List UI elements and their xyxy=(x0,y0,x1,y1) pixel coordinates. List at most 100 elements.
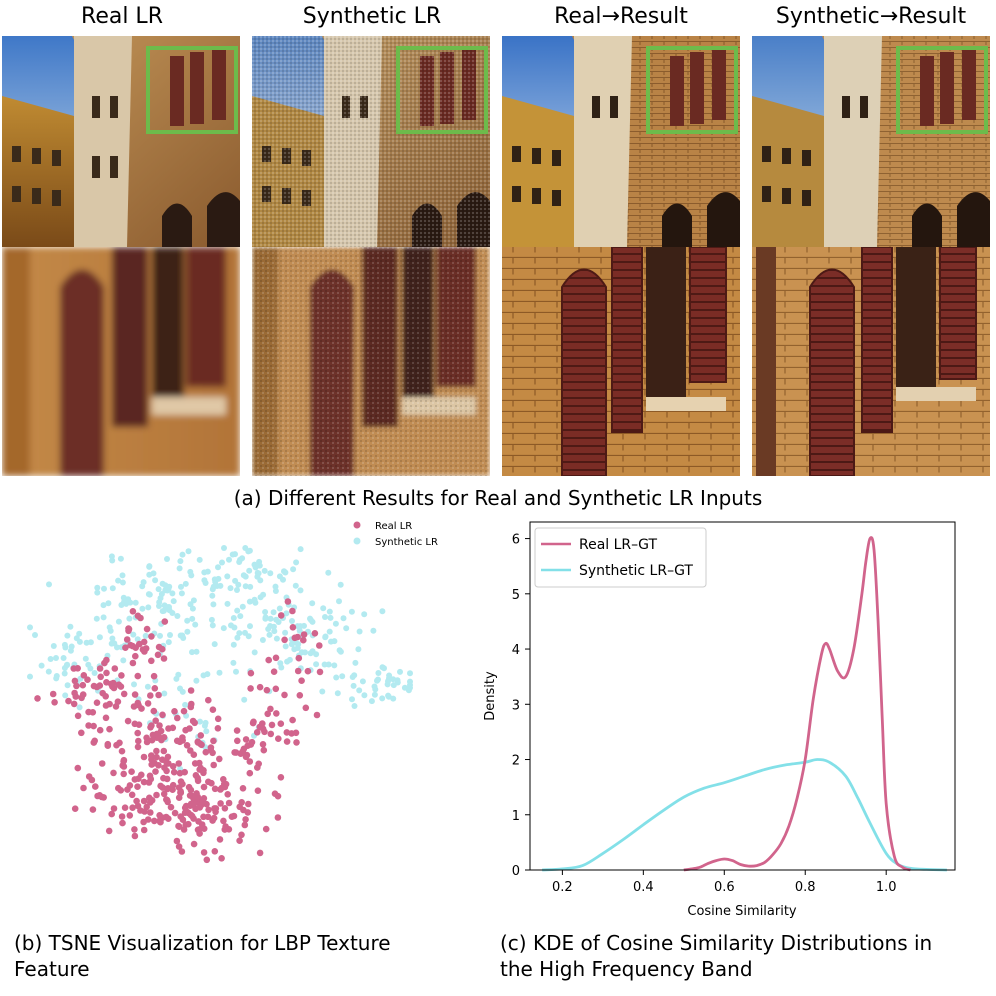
scatter-point xyxy=(202,580,209,586)
scatter-point xyxy=(210,737,217,745)
scatter-point xyxy=(210,761,217,769)
scatter-point xyxy=(196,830,203,837)
scatter-point xyxy=(136,640,143,648)
scatter-point xyxy=(282,569,289,576)
scatter-point xyxy=(218,855,225,862)
scatter-point xyxy=(106,624,113,631)
scatter-point xyxy=(134,802,142,810)
scatter-point xyxy=(193,677,200,684)
scatter-point xyxy=(94,792,101,800)
scatter-point xyxy=(337,581,344,588)
scatter-point xyxy=(146,563,153,570)
scatter-point xyxy=(107,680,115,688)
scatter-point xyxy=(179,734,186,741)
scatter-point xyxy=(50,643,57,649)
scatter-point xyxy=(143,625,151,633)
scatter-point xyxy=(245,548,252,555)
scatter-point xyxy=(123,636,131,643)
scatter-point xyxy=(277,774,285,781)
synthetic-lr-photo xyxy=(252,36,490,247)
scatter-point xyxy=(150,707,158,715)
scatter-point xyxy=(326,608,333,615)
scatter-point xyxy=(220,817,227,825)
scatter-point xyxy=(117,683,125,690)
scatter-point xyxy=(159,814,166,821)
scatter-point xyxy=(163,758,170,766)
scatter-point xyxy=(188,700,195,708)
scatter-point xyxy=(397,668,403,675)
scatter-point xyxy=(316,668,324,676)
scatter-point xyxy=(244,809,252,816)
scatter-point xyxy=(210,583,217,590)
panel-a-caption: (a) Different Results for Real and Synth… xyxy=(233,486,763,510)
scatter-point xyxy=(108,810,115,818)
scatter-point xyxy=(284,598,292,605)
scatter-point xyxy=(130,631,137,638)
scatter-point xyxy=(129,608,137,615)
scatter-point xyxy=(379,695,386,702)
legend-label-real-lr-gt: Real LR–GT xyxy=(579,537,658,553)
scatter-point xyxy=(170,768,178,776)
scatter-point xyxy=(267,730,275,738)
scatter-point xyxy=(161,764,168,771)
y-tick-label: 6 xyxy=(512,533,520,548)
scatter-point xyxy=(134,743,142,751)
scatter-point xyxy=(300,636,307,644)
scatter-point xyxy=(260,746,268,754)
scatter-point xyxy=(200,849,208,856)
scatter-point xyxy=(148,633,155,640)
scatter-point xyxy=(163,796,171,804)
scatter-point xyxy=(233,727,241,734)
scatter-point xyxy=(178,848,186,855)
scatter-point xyxy=(246,769,254,777)
scatter-point xyxy=(105,827,113,835)
scatter-point xyxy=(151,817,158,825)
scatter-point xyxy=(211,576,218,583)
column-title-synthetic-lr: Synthetic LR xyxy=(302,4,442,29)
scatter-point xyxy=(301,622,307,629)
scatter-point xyxy=(334,690,341,697)
scatter-point xyxy=(153,753,160,761)
scatter-point xyxy=(146,794,153,802)
scatter-point xyxy=(247,583,254,590)
scatter-point xyxy=(296,692,304,699)
scatter-point xyxy=(177,778,185,785)
scatter-point xyxy=(289,716,296,724)
scatter-point xyxy=(164,556,170,562)
tsne-scatter-plot: Real LR Synthetic LR xyxy=(27,521,438,864)
scatter-point xyxy=(302,649,308,656)
x-tick-label: 0.6 xyxy=(714,880,735,895)
scatter-point xyxy=(174,714,181,722)
scatter-point xyxy=(184,617,191,624)
scatter-point xyxy=(111,665,119,672)
real-lr-photo xyxy=(2,36,240,247)
scatter-point xyxy=(76,630,83,637)
scatter-point xyxy=(294,667,302,675)
scatter-point xyxy=(80,672,88,679)
scatter-point xyxy=(53,673,60,679)
scatter-point xyxy=(74,712,82,720)
scatter-point xyxy=(91,670,98,676)
scatter-point xyxy=(176,823,183,830)
scatter-point xyxy=(352,659,359,666)
scatter-point xyxy=(230,615,237,621)
scatter-point xyxy=(79,681,87,689)
scatter-point xyxy=(152,768,159,775)
scatter-point xyxy=(96,634,103,641)
scatter-point xyxy=(179,632,186,639)
scatter-point xyxy=(298,677,305,684)
scatter-point xyxy=(203,728,210,735)
legend-marker-synthetic-lr xyxy=(353,537,361,545)
scatter-point xyxy=(322,614,328,620)
scatter-point xyxy=(276,605,283,612)
scatter-point xyxy=(153,791,160,799)
plot-frame xyxy=(529,521,956,871)
scatter-point xyxy=(273,710,280,717)
scatter-point xyxy=(96,682,104,689)
scatter-point xyxy=(156,603,162,609)
legend-box xyxy=(534,527,707,588)
scatter-point xyxy=(210,814,218,822)
scatter-point xyxy=(245,633,252,640)
scatter-point xyxy=(239,785,247,792)
scatter-point xyxy=(256,723,264,731)
